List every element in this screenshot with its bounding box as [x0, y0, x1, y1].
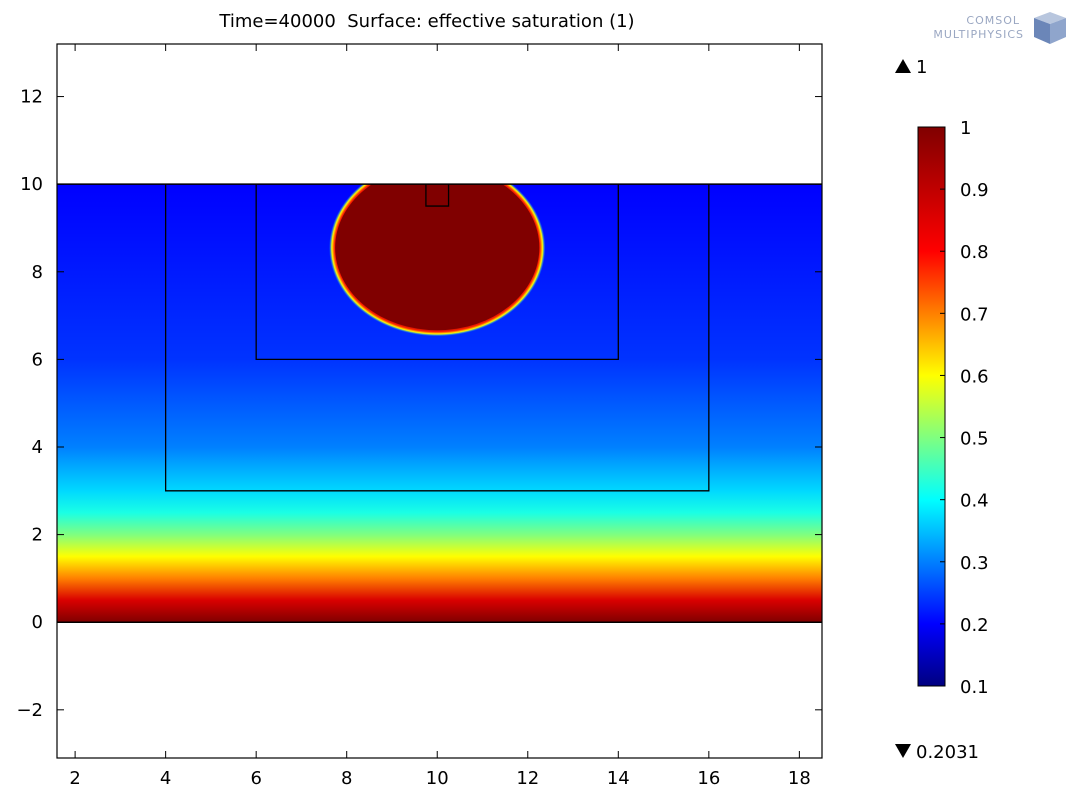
y-tick-label: 0: [32, 612, 43, 633]
colorbar-tick-label: 0.9: [960, 180, 989, 201]
comsol-logo: COMSOL MULTIPHYSICS: [933, 12, 1066, 44]
y-tick-label: 2: [32, 525, 43, 546]
subdomain-boundary-3: [425, 184, 450, 207]
colorbar-tick-label: 0.3: [960, 553, 989, 574]
saturated-bulb: [329, 184, 546, 337]
domain-boundaries: [57, 183, 822, 623]
colorbar-tick-label: 0.4: [960, 491, 989, 512]
colorbar-tick-label: 0.8: [960, 242, 989, 263]
colorbar-tick-label: 1: [960, 118, 971, 139]
plot-area: [56, 43, 823, 759]
plot-frame: [56, 43, 823, 759]
subdomain-boundary-2: [255, 184, 619, 361]
y-tick-label: 8: [32, 262, 43, 283]
triangle-down-icon: [895, 744, 911, 758]
data-max-value: 1: [916, 57, 927, 78]
y-axis: −2 0 2 4 6 8 10 12: [16, 87, 822, 721]
subdomain-boundary-1: [164, 184, 710, 492]
data-min-value: 0.2031: [916, 742, 979, 763]
data-min-indicator: 0.2031: [895, 742, 979, 763]
colorbar: 1 0.9 0.8 0.7 0.6 0.5 0.4 0.3 0.2 0.1: [917, 118, 989, 698]
x-tick-label: 16: [697, 768, 720, 789]
colorbar-tick-label: 0.6: [960, 366, 989, 387]
x-tick-label: 12: [516, 768, 539, 789]
colorbar-tick-label: 0.1: [960, 677, 989, 698]
logo-line2: MULTIPHYSICS: [933, 28, 1024, 41]
chart-title: Time=40000 Surface: effective saturation…: [218, 11, 634, 32]
x-tick-label: 10: [426, 768, 449, 789]
y-tick-label: 12: [20, 87, 43, 108]
colorbar-gradient: [917, 126, 946, 687]
x-tick-label: 8: [341, 768, 352, 789]
x-tick-label: 2: [69, 768, 80, 789]
colorbar-tick-label: 0.5: [960, 429, 989, 450]
x-tick-label: 18: [788, 768, 811, 789]
x-tick-label: 4: [160, 768, 171, 789]
y-tick-label: 10: [20, 174, 43, 195]
logo-line1: COMSOL: [966, 14, 1020, 27]
x-axis: 2 4 6 8 10 12 14 16 18: [69, 44, 811, 789]
data-max-indicator: 1: [895, 57, 927, 78]
triangle-up-icon: [895, 59, 911, 73]
x-tick-label: 14: [607, 768, 630, 789]
y-tick-label: 4: [32, 437, 43, 458]
colorbar-tick-label: 0.7: [960, 304, 989, 325]
colorbar-tick-label: 0.2: [960, 615, 989, 636]
y-tick-label: 6: [32, 349, 43, 370]
y-tick-label: −2: [16, 700, 43, 721]
x-tick-label: 6: [250, 768, 261, 789]
cube-icon: [1034, 12, 1066, 44]
